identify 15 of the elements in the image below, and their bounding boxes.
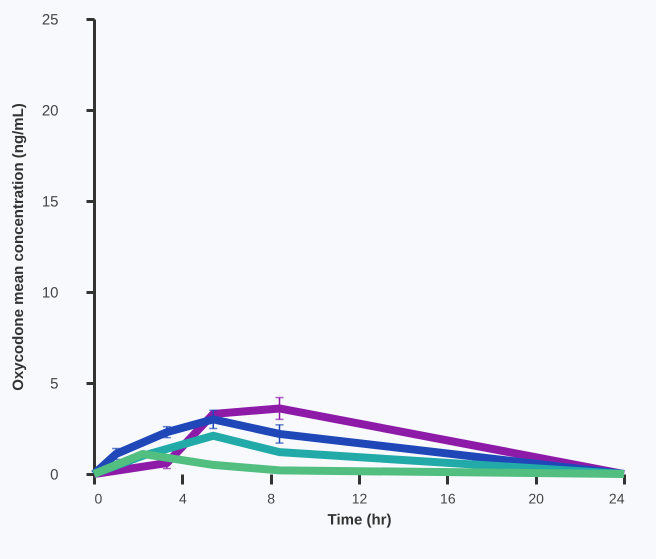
x-tick-label: 12: [352, 490, 368, 506]
x-tick-label: 20: [528, 490, 544, 506]
y-axis-title: Oxycodone mean concentration (ng/mL): [10, 103, 27, 391]
x-tick-label: 16: [440, 490, 456, 506]
x-tick-label: 24: [608, 490, 625, 506]
y-tick-label: 10: [42, 284, 58, 302]
y-tick-label: 5: [50, 376, 58, 392]
y-tick-label: 20: [42, 102, 58, 120]
y-tick-label: 0: [50, 466, 58, 484]
x-tick-label: 4: [178, 490, 187, 506]
x-tick-label: 8: [267, 490, 276, 506]
x-tick-label: 0: [94, 490, 102, 506]
y-tick-label: 25: [42, 12, 58, 28]
y-tick-label: 15: [42, 194, 58, 210]
x-axis-title: Time (hr): [328, 512, 392, 528]
